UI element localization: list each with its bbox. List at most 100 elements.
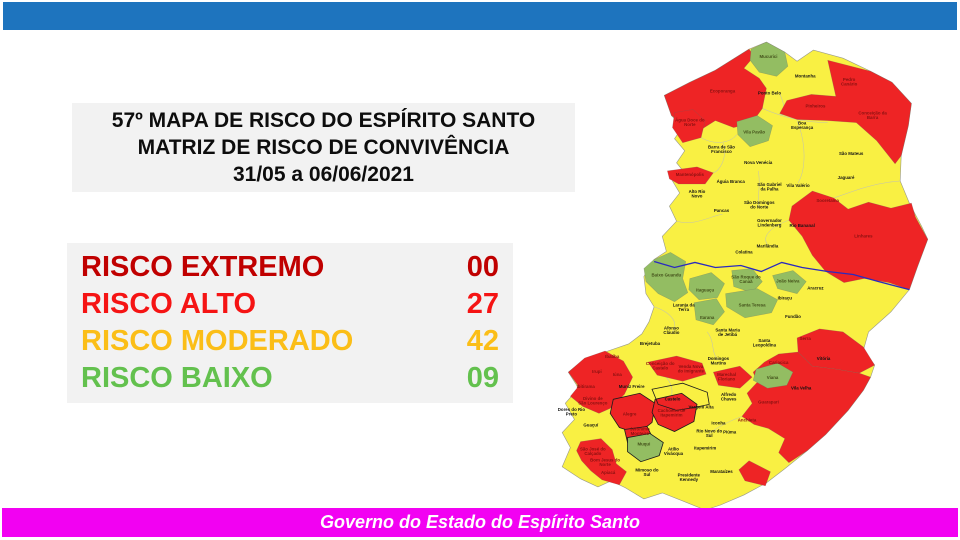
label-divino-de-sao-lourenco: Divino de São Lourenço: [578, 396, 608, 405]
label-conceicao-do-castelo: Conceição do Castelo: [646, 361, 675, 370]
risk-row-moderado: RISCO MODERADO 42: [81, 323, 499, 360]
label-alfredo-chaves: Alfredo Chaves: [721, 392, 737, 401]
label-baixo-guandu: Baixo Guandu: [652, 273, 682, 278]
region-agua-doce: [672, 109, 706, 143]
risk-count: 42: [466, 325, 499, 357]
label-santa-maria-de-jetiba: Santa Maria de Jetibá: [715, 328, 740, 337]
region-mucurici: [749, 41, 789, 77]
label-fundao: Fundão: [785, 314, 801, 319]
label-ibitirama: Ibitirama: [577, 384, 596, 389]
label-ponto-belo: Ponto Belo: [758, 90, 781, 95]
label-vitoria: Vitória: [817, 356, 831, 361]
region-vila-pavao: [736, 115, 773, 148]
label-domingos-martins: Domingos Martins: [708, 356, 730, 365]
region-marechal-floriano: [712, 365, 753, 389]
risco-baixo-regions: [627, 41, 807, 463]
label-vila-velha: Vila Velha: [791, 385, 812, 390]
label-sao-roque-do-canaa: São Roque do Canaã: [731, 274, 761, 283]
label-pancas: Pancas: [714, 208, 730, 213]
label-afonso-claudio: Afonso Cláudio: [663, 326, 679, 335]
label-pedro-canario: Pedro Canário: [841, 77, 858, 86]
risk-row-extremo: RISCO EXTREMO 00: [81, 249, 499, 286]
label-linhares: Linhares: [854, 233, 873, 238]
label-piuma: Piúma: [723, 430, 737, 435]
label-muniz-freire: Muniz Freire: [619, 384, 645, 389]
label-sao-jose-do-calcado: São José do Calçado: [580, 446, 606, 455]
label-nova-venecia: Nova Venécia: [744, 160, 773, 165]
risk-row-alto: RISCO ALTO 27: [81, 286, 499, 323]
label-barra-de-sao-francisco: Barra de São Francisco: [708, 145, 735, 154]
label-ecoporanga: Ecoporanga: [710, 88, 736, 93]
region-marataizes: [738, 460, 771, 487]
region-baixo-guandu: [643, 252, 689, 302]
region-itarana: [693, 298, 725, 326]
label-mimoso-do-sul: Mimoso do Sul: [635, 468, 658, 477]
label-dores-do-rio-preto: Dores do Rio Preto: [558, 407, 586, 416]
label-itaguacu: Itaguaçu: [696, 288, 714, 293]
label-vila-pavao: Vila Pavão: [743, 130, 765, 135]
region-cachoeiro: [651, 392, 698, 432]
label-cachoeiro-de-itapemirim: Cachoeiro de Itapemirim: [658, 408, 686, 417]
region-muqui: [627, 433, 664, 463]
label-boa-esperanca: Boa Esperança: [791, 120, 814, 129]
label-anchieta: Anchieta: [738, 417, 757, 422]
region-castelo-border: [651, 382, 710, 411]
label-joao-neiva: João Neiva: [776, 279, 800, 284]
label-bom-jesus-do-norte: Bom Jesus do Norte: [590, 458, 620, 467]
label-sao-gabriel-da-palha: São Gabriel da Palha: [757, 182, 781, 191]
footer-bar: Governo do Estado do Espírito Santo: [2, 508, 958, 537]
label-venda-nova-do-imigrante: Venda Nova do Imigrante: [678, 364, 705, 373]
region-mantenopolis: [667, 166, 714, 185]
label-colatina: Colatina: [735, 249, 753, 254]
municipality-labels: Ecoporanga Mucurici Montanha Ponto Belo Pedr…: [558, 54, 888, 482]
label-conceicao-da-barra: Conceição da Barra: [858, 110, 887, 119]
label-aguia-branca: Águia Branca: [717, 179, 746, 184]
label-itarana: Itarana: [700, 315, 715, 320]
risk-row-baixo: RISCO BAIXO 09: [81, 360, 499, 397]
label-brejetuba: Brejetuba: [640, 341, 661, 346]
label-sooretama: Sooretama: [816, 198, 839, 203]
region-sao-roque: [731, 268, 763, 293]
label-viana: Viana: [767, 375, 779, 380]
risco-alto-regions: [567, 48, 929, 487]
label-muqui: Muqui: [637, 442, 650, 447]
risk-label: RISCO BAIXO: [81, 362, 273, 394]
label-presidente-kennedy: Presidente Kennedy: [678, 473, 701, 482]
label-irupi: Irupi: [592, 369, 601, 374]
es-risk-map: Ecoporanga Mucurici Montanha Ponto Belo Pedr…: [552, 30, 940, 511]
map-title-line3: 31/05 a 06/06/2021: [232, 163, 414, 186]
label-laranja-da-terra: Laranja da Terra: [673, 303, 695, 312]
label-guacui: Guaçuí: [583, 423, 599, 428]
label-guarapari: Guarapari: [758, 399, 779, 404]
label-sao-domingos-do-norte: São Domingos do Norte: [744, 200, 775, 209]
label-cariacica: Cariacica: [769, 360, 789, 365]
map-title-line1: 57º MAPA DE RISCO DO ESPÍRITO SANTO: [111, 109, 536, 132]
label-ibiracu: Ibiraçu: [778, 296, 793, 301]
risk-summary-box: RISCO EXTREMO 00 RISCO ALTO 27 RISCO MOD…: [67, 243, 513, 403]
label-alegre: Alegre: [623, 411, 637, 416]
label-santa-leopoldina: Santa Leopoldina: [753, 338, 777, 347]
risk-count: 00: [466, 251, 499, 283]
es-risk-map-svg: Ecoporanga Mucurici Montanha Ponto Belo Pedr…: [558, 41, 929, 511]
label-vargem-alta: Vargem Alta: [689, 404, 715, 409]
rio-doce-river: [653, 260, 910, 291]
label-iuna: Iúna: [613, 372, 623, 377]
region-santa-teresa: [725, 288, 778, 319]
label-mucurici: Mucurici: [759, 54, 777, 59]
label-jaguare: Jaguaré: [838, 175, 855, 180]
region-vendanova-conceicao: [647, 355, 707, 382]
label-sao-mateus: São Mateus: [839, 151, 864, 156]
label-castelo: Castelo: [665, 396, 681, 401]
label-ibatiba: Ibatiba: [605, 354, 620, 359]
label-rio-bananal: Rio Bananal: [790, 223, 815, 228]
region-viana: [752, 362, 794, 389]
risk-label: RISCO ALTO: [81, 288, 257, 320]
label-rio-novo-do-sul: Rio Novo do Sul: [696, 428, 722, 437]
label-itapemirim: Itapemirim: [694, 446, 716, 451]
risk-count: 09: [466, 362, 499, 394]
risk-label: RISCO EXTREMO: [81, 251, 325, 283]
label-agua-doce-do-norte: Água Doce do Norte: [675, 117, 705, 126]
municipal-borders: [654, 72, 901, 435]
region-itaguacu: [688, 272, 725, 300]
region-sooretama-linhares: [788, 190, 929, 290]
